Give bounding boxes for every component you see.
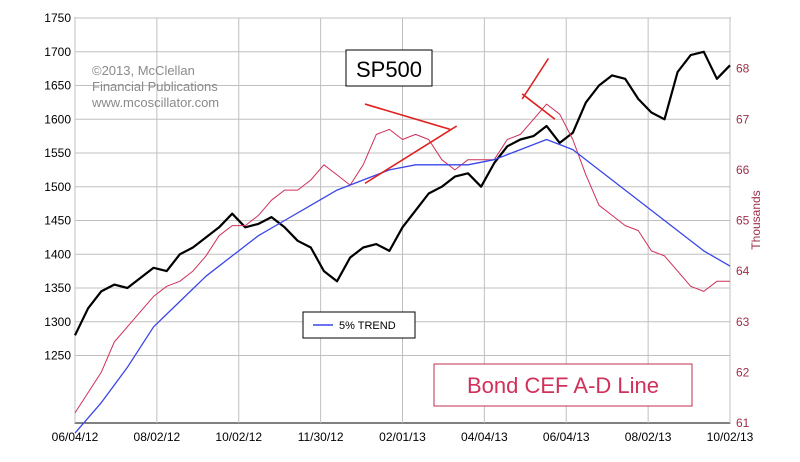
y-right-tick-label: 61 [736,416,750,430]
x-tick-label: 04/04/13 [461,430,508,444]
annotation-line [521,58,550,100]
series [74,50,731,434]
y-left-tick-label: 1250 [44,349,71,363]
y-left-tick-label: 1450 [44,214,71,228]
annotation-line [521,93,556,120]
x-tick-label: 02/01/13 [379,430,426,444]
left-axis: 1250 1300 1350 1400 1450 1500 1550 1600 1650 1700… [44,11,71,363]
annotation-line [364,125,458,185]
y-left-tick-label: 1550 [44,146,71,160]
bond-title-box: Bond CEF A-D Line [433,363,693,407]
y-right-tick-label: 63 [736,315,750,329]
y-right-tick-label: 62 [736,365,750,379]
sp500-title-box: SP500 [345,49,433,87]
credit-block: ©2013, McClellan Financial Publications … [91,63,219,110]
y-right-tick-label: 66 [736,163,750,177]
legend: 5% TREND [302,311,416,339]
annotations [364,58,556,185]
x-tick-label: 10/02/12 [215,430,262,444]
y-left-tick-label: 1750 [44,11,71,25]
y-left-tick-label: 1600 [44,112,71,126]
credit-line-3: www.mcoscillator.com [91,95,219,110]
credit-line-2: Financial Publications [92,79,218,94]
secondary-title: Bond CEF A-D Line [467,373,659,398]
y-left-tick-label: 1650 [44,79,71,93]
y-left-tick-label: 1350 [44,281,71,295]
y-left-tick-label: 1700 [44,45,71,59]
sp500-line [74,50,731,336]
x-tick-label: 08/02/12 [134,430,181,444]
y-right-tick-label: 65 [736,214,750,228]
y-left-tick-label: 1500 [44,180,71,194]
y-right-tick-label: 64 [736,264,750,278]
legend-label: 5% TREND [339,320,396,332]
right-axis: 61 62 63 64 65 66 67 68 [736,62,750,430]
credit-line-1: ©2013, McClellan [92,63,195,78]
y-left-tick-label: 1400 [44,247,71,261]
y-right-tick-label: 67 [736,112,750,126]
y-left-tick-label: 1300 [44,315,71,329]
bottom-axis: 06/04/12 08/02/12 10/02/12 11/30/12 02/01/13… [52,430,754,444]
grid [74,17,731,423]
x-tick-label: 06/04/12 [52,430,99,444]
annotation-line [364,103,451,131]
right-axis-title: Thousands [749,190,763,249]
x-tick-label: 06/04/13 [543,430,590,444]
x-tick-label: 08/02/13 [625,430,672,444]
x-tick-label: 11/30/12 [298,430,344,444]
y-right-tick-label: 68 [736,62,750,76]
x-tick-label: 10/02/13 [707,430,754,444]
bond-ad-line [74,103,730,414]
chart-title: SP500 [356,57,422,82]
trend-line [74,138,731,434]
